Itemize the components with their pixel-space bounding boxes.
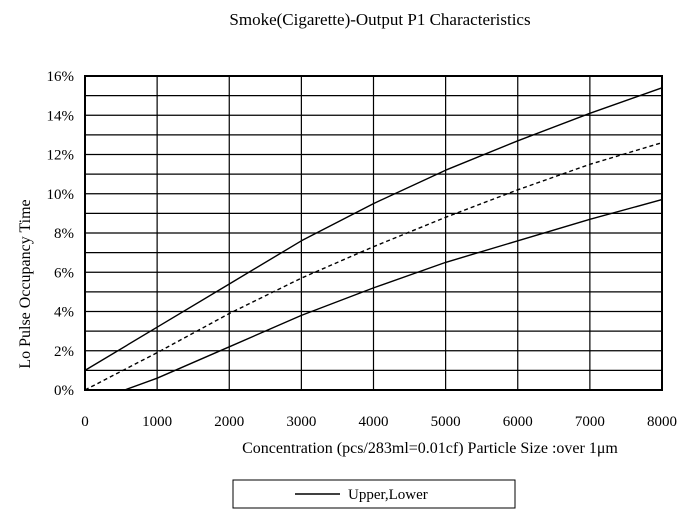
x-tick-label: 4000 [359,414,389,430]
x-tick-label: 2000 [214,414,244,430]
y-tick-label: 4% [54,305,74,321]
x-tick-labels: 0 1000 2000 3000 4000 5000 6000 7000 8000 [81,414,677,430]
x-axis-label: Concentration (pcs/283ml=0.01cf) Particl… [242,440,618,457]
series-line-solid-0 [84,87,663,372]
legend-box [232,479,516,509]
grid [84,75,663,391]
y-tick-label: 2% [54,344,74,360]
series-line-solid-2 [124,198,663,391]
y-tick-label: 8% [54,226,74,242]
x-tick-label: 8000 [647,414,677,430]
x-tick-label: 7000 [575,414,605,430]
x-tick-label: 0 [81,414,89,430]
y-tick-label: 14% [47,108,75,124]
y-tick-label: 16% [47,69,75,85]
series-line-dashed-1 [84,142,663,391]
y-tick-label: 0% [54,383,74,399]
y-axis-label: Lo Pulse Occupancy Time [17,199,34,368]
x-tick-label: 5000 [431,414,461,430]
chart-title: Smoke(Cigarette)-Output P1 Characteristi… [229,10,530,29]
y-tick-label: 6% [54,265,74,281]
y-tick-label: 10% [47,187,75,203]
x-tick-label: 6000 [503,414,533,430]
series-group [84,87,663,391]
y-tick-label: 12% [47,148,75,164]
x-tick-label: 1000 [142,414,172,430]
legend-label: Upper,Lower [348,487,428,503]
x-tick-label: 3000 [286,414,316,430]
plot-area-border [84,75,663,391]
legend: Upper,Lower [232,479,516,509]
y-tick-labels: 0% 2% 4% 6% 8% 10% 12% 14% 16% [47,69,75,399]
